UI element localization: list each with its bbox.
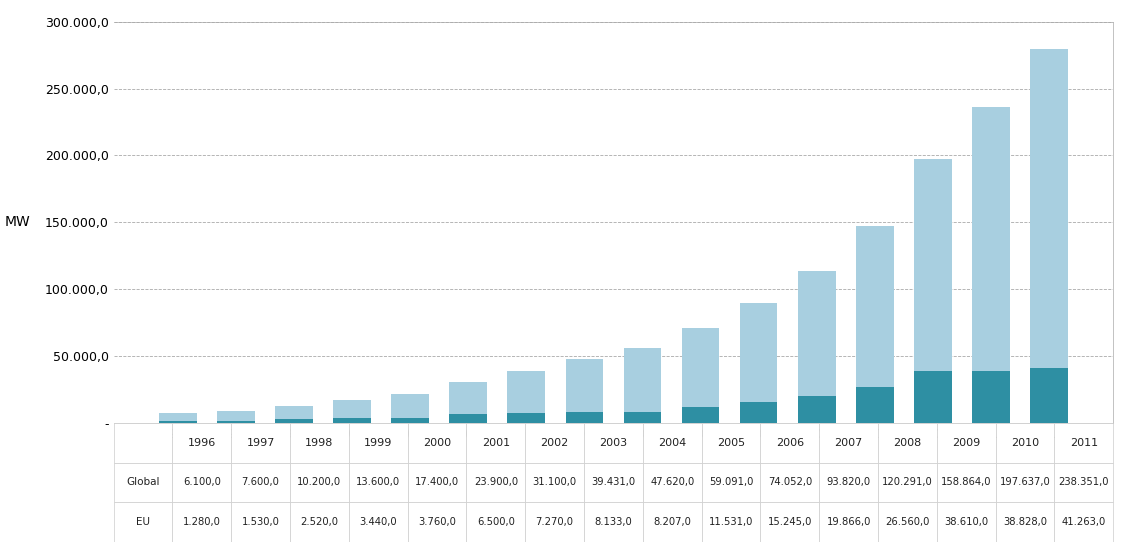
Bar xyxy=(450,382,487,414)
Bar xyxy=(797,271,836,396)
Bar xyxy=(972,107,1010,371)
Bar xyxy=(159,421,197,423)
Bar xyxy=(855,227,894,387)
Bar xyxy=(566,359,603,412)
Bar xyxy=(508,371,545,413)
Bar xyxy=(855,387,894,423)
Bar xyxy=(682,408,719,423)
Bar xyxy=(624,348,661,412)
Bar xyxy=(740,304,777,402)
Bar xyxy=(450,414,487,423)
Bar xyxy=(508,413,545,423)
Bar xyxy=(972,371,1010,423)
Bar xyxy=(333,400,371,418)
Bar xyxy=(1030,49,1068,367)
Bar xyxy=(682,328,719,408)
Bar xyxy=(740,402,777,423)
Bar xyxy=(275,406,312,420)
Bar xyxy=(159,413,197,421)
Bar xyxy=(914,159,952,371)
Bar xyxy=(275,420,312,423)
Bar xyxy=(217,421,254,423)
Y-axis label: MW: MW xyxy=(5,215,30,229)
Bar xyxy=(624,412,661,423)
Bar xyxy=(797,396,836,423)
Bar xyxy=(391,395,429,418)
Bar xyxy=(1030,367,1068,423)
Bar xyxy=(217,410,254,421)
Bar xyxy=(391,418,429,423)
Bar xyxy=(914,371,952,423)
Bar xyxy=(566,412,603,423)
Bar xyxy=(333,418,371,423)
